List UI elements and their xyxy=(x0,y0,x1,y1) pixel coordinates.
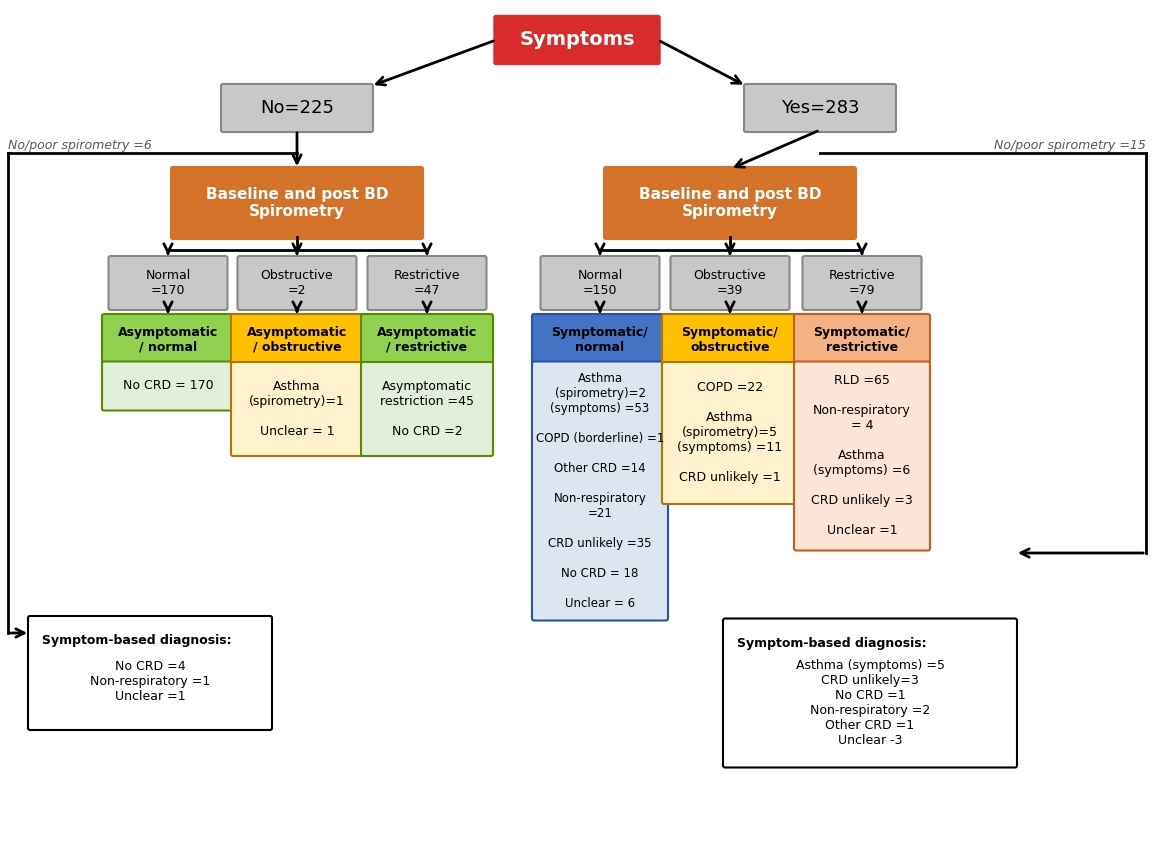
FancyBboxPatch shape xyxy=(532,314,668,366)
Text: Asymptomatic
/ normal: Asymptomatic / normal xyxy=(118,326,218,354)
Text: COPD =22

Asthma
(spirometry)=5
(symptoms) =11

CRD unlikely =1: COPD =22 Asthma (spirometry)=5 (symptoms… xyxy=(677,381,782,484)
Text: Symptomatic/
obstructive: Symptomatic/ obstructive xyxy=(682,326,779,354)
Text: Symptom-based diagnosis:: Symptom-based diagnosis: xyxy=(42,634,232,647)
Text: RLD =65

Non-respiratory
= 4

Asthma
(symptoms) =6

CRD unlikely =3

Unclear =1: RLD =65 Non-respiratory = 4 Asthma (symp… xyxy=(811,375,913,538)
Text: No CRD = 170: No CRD = 170 xyxy=(122,380,213,393)
FancyBboxPatch shape xyxy=(231,362,364,456)
FancyBboxPatch shape xyxy=(238,256,357,310)
FancyBboxPatch shape xyxy=(744,84,896,132)
Text: Asymptomatic
/ obstructive: Asymptomatic / obstructive xyxy=(247,326,347,354)
Text: Restrictive
=79: Restrictive =79 xyxy=(829,269,896,297)
Text: No/poor spirometry =15: No/poor spirometry =15 xyxy=(994,138,1146,152)
FancyBboxPatch shape xyxy=(532,362,668,620)
Text: Symptomatic/
normal: Symptomatic/ normal xyxy=(552,326,649,354)
FancyBboxPatch shape xyxy=(102,314,234,366)
Text: Obstructive
=2: Obstructive =2 xyxy=(261,269,334,297)
FancyBboxPatch shape xyxy=(28,616,272,730)
Text: Asthma
(spirometry)=1

Unclear = 1: Asthma (spirometry)=1 Unclear = 1 xyxy=(249,380,345,438)
FancyBboxPatch shape xyxy=(108,256,227,310)
Text: Asthma (symptoms) =5
CRD unlikely=3
No CRD =1
Non-respiratory =2
Other CRD =1
Un: Asthma (symptoms) =5 CRD unlikely=3 No C… xyxy=(795,659,944,747)
Text: No=225: No=225 xyxy=(260,99,334,117)
FancyBboxPatch shape xyxy=(662,362,799,504)
FancyBboxPatch shape xyxy=(802,256,922,310)
Text: Asymptomatic
/ restrictive: Asymptomatic / restrictive xyxy=(377,326,477,354)
Text: Baseline and post BD
Spirometry: Baseline and post BD Spirometry xyxy=(639,186,822,219)
Text: Restrictive
=47: Restrictive =47 xyxy=(394,269,460,297)
Text: Symptoms: Symptoms xyxy=(519,30,635,49)
FancyBboxPatch shape xyxy=(222,84,373,132)
Text: Obstructive
=39: Obstructive =39 xyxy=(694,269,766,297)
FancyBboxPatch shape xyxy=(794,314,930,366)
FancyBboxPatch shape xyxy=(102,362,234,411)
FancyBboxPatch shape xyxy=(724,619,1017,767)
Text: Symptomatic/
restrictive: Symptomatic/ restrictive xyxy=(814,326,911,354)
Text: No CRD =4
Non-respiratory =1
Unclear =1: No CRD =4 Non-respiratory =1 Unclear =1 xyxy=(90,659,210,702)
FancyBboxPatch shape xyxy=(794,362,930,551)
Text: Asthma
(spirometry)=2
(symptoms) =53

COPD (borderline) =1

Other CRD =14

Non-r: Asthma (spirometry)=2 (symptoms) =53 COP… xyxy=(535,372,665,610)
FancyBboxPatch shape xyxy=(171,167,424,239)
FancyBboxPatch shape xyxy=(540,256,659,310)
FancyBboxPatch shape xyxy=(662,314,799,366)
Text: Baseline and post BD
Spirometry: Baseline and post BD Spirometry xyxy=(205,186,388,219)
Text: Normal
=170: Normal =170 xyxy=(145,269,190,297)
FancyBboxPatch shape xyxy=(231,314,364,366)
FancyBboxPatch shape xyxy=(604,167,856,239)
FancyBboxPatch shape xyxy=(670,256,789,310)
Text: Yes=283: Yes=283 xyxy=(781,99,860,117)
Text: Normal
=150: Normal =150 xyxy=(577,269,623,297)
Text: No/poor spirometry =6: No/poor spirometry =6 xyxy=(8,138,152,152)
FancyBboxPatch shape xyxy=(494,16,660,65)
FancyBboxPatch shape xyxy=(361,362,493,456)
Text: Asymptomatic
restriction =45

No CRD =2: Asymptomatic restriction =45 No CRD =2 xyxy=(380,380,474,438)
FancyBboxPatch shape xyxy=(361,314,493,366)
FancyBboxPatch shape xyxy=(367,256,487,310)
Text: Symptom-based diagnosis:: Symptom-based diagnosis: xyxy=(737,637,927,650)
